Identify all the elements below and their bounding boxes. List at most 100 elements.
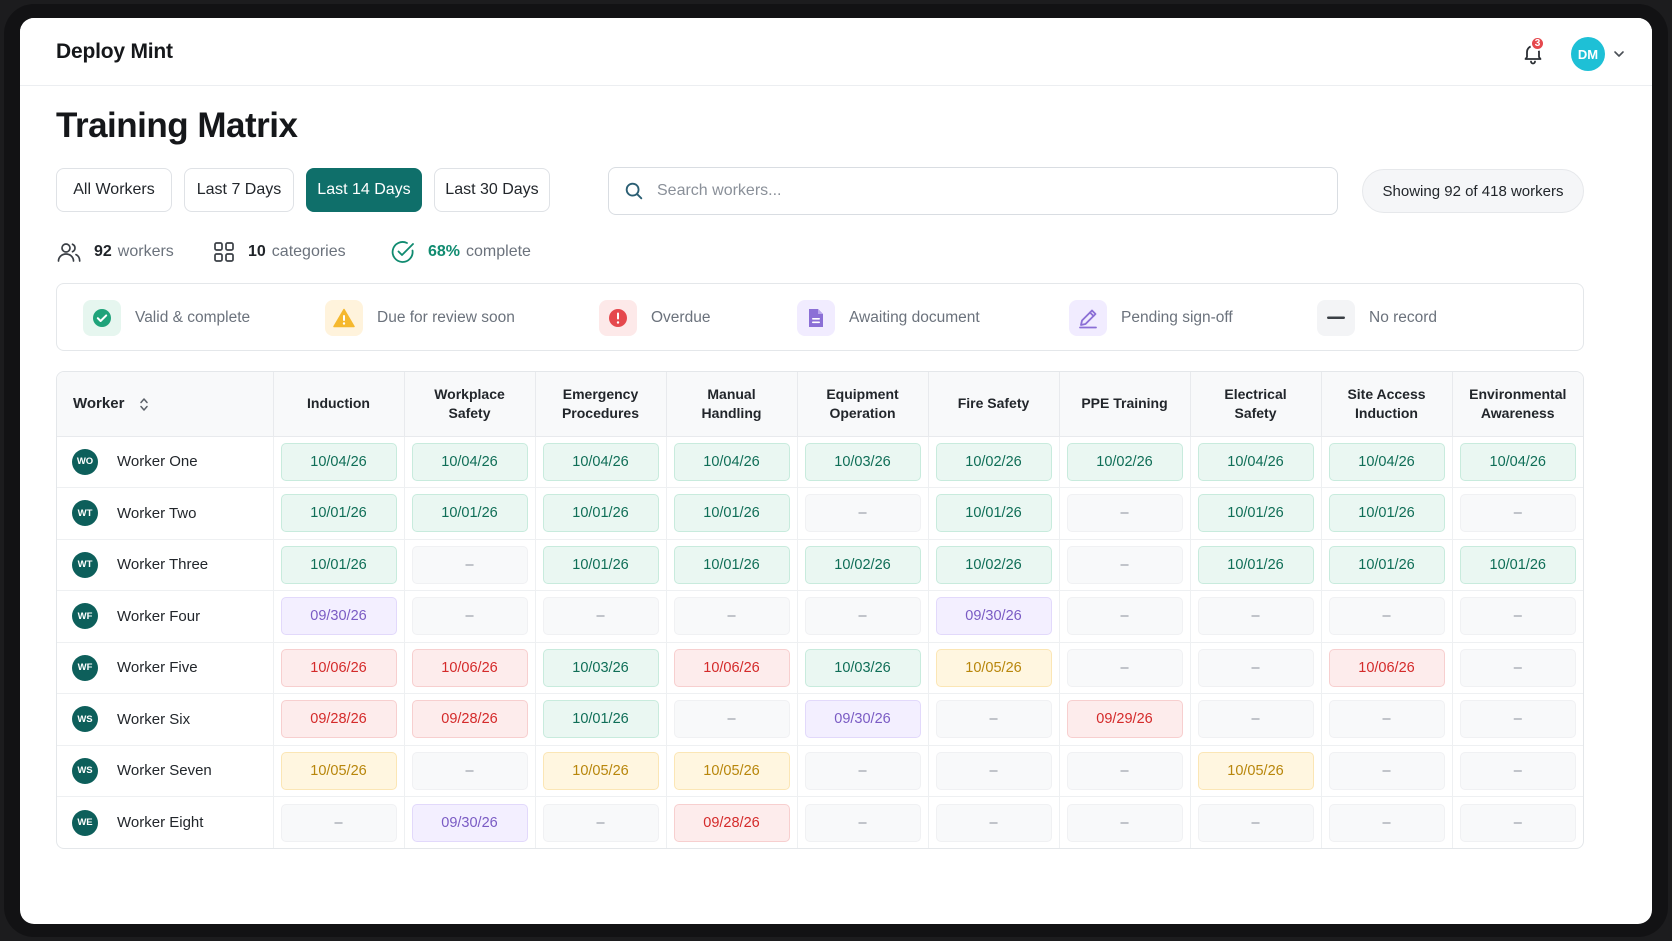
training-status-valid[interactable]: 10/04/26 — [280, 442, 397, 481]
training-status-none[interactable]: – — [1066, 545, 1183, 584]
training-status-review[interactable]: 10/05/26 — [1197, 751, 1314, 790]
training-status-none[interactable]: – — [1197, 700, 1314, 739]
training-status-valid[interactable]: 10/04/26 — [1328, 442, 1445, 481]
training-status-none[interactable]: – — [804, 494, 921, 533]
training-status-none[interactable]: – — [1459, 803, 1576, 842]
training-status-doc[interactable]: 09/30/26 — [411, 803, 528, 842]
column-header[interactable]: Manual Handling — [665, 372, 797, 437]
training-status-review[interactable]: 10/05/26 — [673, 751, 790, 790]
training-status-none[interactable]: – — [804, 803, 921, 842]
worker-column-header[interactable]: Worker — [57, 372, 273, 437]
training-status-none[interactable]: – — [411, 545, 528, 584]
training-status-overdue[interactable]: 09/28/26 — [673, 803, 790, 842]
training-status-none[interactable]: – — [542, 803, 659, 842]
column-header[interactable]: Workplace Safety — [403, 372, 535, 437]
training-status-valid[interactable]: 10/02/26 — [804, 545, 921, 584]
training-status-valid[interactable]: 10/01/26 — [542, 700, 659, 739]
training-status-valid[interactable]: 10/01/26 — [542, 494, 659, 533]
training-status-none[interactable]: – — [280, 803, 397, 842]
training-status-none[interactable]: – — [1066, 751, 1183, 790]
training-status-valid[interactable]: 10/01/26 — [280, 494, 397, 533]
column-header[interactable]: Site Access Induction — [1320, 372, 1452, 437]
column-header[interactable]: Electrical Safety — [1189, 372, 1321, 437]
training-status-overdue[interactable]: 09/28/26 — [411, 700, 528, 739]
training-status-valid[interactable]: 10/03/26 — [804, 648, 921, 687]
training-status-overdue[interactable]: 10/06/26 — [1328, 648, 1445, 687]
column-header[interactable]: Emergency Procedures — [534, 372, 666, 437]
filter-last-30-days[interactable]: Last 30 Days — [434, 168, 550, 212]
training-status-none[interactable]: – — [1459, 597, 1576, 636]
training-status-overdue[interactable]: 10/06/26 — [411, 648, 528, 687]
training-status-none[interactable]: – — [1328, 597, 1445, 636]
training-status-none[interactable]: – — [1459, 700, 1576, 739]
training-status-valid[interactable]: 10/03/26 — [804, 442, 921, 481]
training-status-none[interactable]: – — [673, 700, 790, 739]
training-status-review[interactable]: 10/05/26 — [280, 751, 397, 790]
training-status-valid[interactable]: 10/01/26 — [1328, 545, 1445, 584]
training-status-valid[interactable]: 10/01/26 — [1197, 494, 1314, 533]
training-status-doc[interactable]: 09/30/26 — [280, 597, 397, 636]
worker-cell[interactable]: WE Worker Eight — [57, 797, 273, 849]
training-status-review[interactable]: 10/05/26 — [542, 751, 659, 790]
training-status-overdue[interactable]: 09/28/26 — [280, 700, 397, 739]
brand-logo[interactable]: Deploy Mint — [56, 40, 173, 63]
training-status-none[interactable]: – — [1328, 751, 1445, 790]
training-status-valid[interactable]: 10/02/26 — [1066, 442, 1183, 481]
training-status-valid[interactable]: 10/02/26 — [935, 545, 1052, 584]
training-status-valid[interactable]: 10/04/26 — [411, 442, 528, 481]
training-status-none[interactable]: – — [1066, 494, 1183, 533]
training-status-none[interactable]: – — [542, 597, 659, 636]
training-status-valid[interactable]: 10/01/26 — [542, 545, 659, 584]
training-status-valid[interactable]: 10/01/26 — [673, 545, 790, 584]
training-status-valid[interactable]: 10/04/26 — [673, 442, 790, 481]
worker-cell[interactable]: WT Worker Three — [57, 539, 273, 591]
column-header[interactable]: Induction — [272, 372, 404, 437]
column-header[interactable]: PPE Training — [1058, 372, 1190, 437]
training-status-none[interactable]: – — [935, 803, 1052, 842]
training-status-overdue[interactable]: 09/29/26 — [1066, 700, 1183, 739]
column-header[interactable]: Fire Safety — [927, 372, 1059, 437]
filter-last-14-days[interactable]: Last 14 Days — [306, 168, 422, 212]
training-status-valid[interactable]: 10/04/26 — [1459, 442, 1576, 481]
training-status-doc[interactable]: 09/30/26 — [935, 597, 1052, 636]
worker-cell[interactable]: WS Worker Seven — [57, 745, 273, 797]
filter-all-workers[interactable]: All Workers — [56, 168, 172, 212]
training-status-valid[interactable]: 10/03/26 — [542, 648, 659, 687]
training-status-none[interactable]: – — [673, 597, 790, 636]
training-status-valid[interactable]: 10/01/26 — [673, 494, 790, 533]
training-status-overdue[interactable]: 10/06/26 — [673, 648, 790, 687]
training-status-none[interactable]: – — [1066, 803, 1183, 842]
training-status-none[interactable]: – — [1328, 803, 1445, 842]
column-header[interactable]: Equipment Operation — [796, 372, 928, 437]
training-status-none[interactable]: – — [1459, 648, 1576, 687]
training-status-review[interactable]: 10/05/26 — [935, 648, 1052, 687]
column-header[interactable]: Environmental Awareness — [1451, 372, 1583, 437]
worker-cell[interactable]: WS Worker Six — [57, 693, 273, 746]
worker-cell[interactable]: WO Worker One — [57, 436, 273, 488]
user-avatar[interactable]: DM — [1571, 37, 1605, 71]
sort-icon[interactable] — [139, 397, 149, 412]
filter-last-7-days[interactable]: Last 7 Days — [184, 168, 294, 212]
training-status-doc[interactable]: 09/30/26 — [804, 700, 921, 739]
training-status-none[interactable]: – — [1459, 751, 1576, 790]
training-status-none[interactable]: – — [1459, 494, 1576, 533]
training-status-none[interactable]: – — [1197, 597, 1314, 636]
training-status-valid[interactable]: 10/04/26 — [1197, 442, 1314, 481]
worker-cell[interactable]: WT Worker Two — [57, 487, 273, 540]
training-status-none[interactable]: – — [411, 597, 528, 636]
training-status-valid[interactable]: 10/04/26 — [542, 442, 659, 481]
training-status-none[interactable]: – — [1066, 648, 1183, 687]
training-status-valid[interactable]: 10/01/26 — [1197, 545, 1314, 584]
training-status-none[interactable]: – — [935, 751, 1052, 790]
training-status-none[interactable]: – — [411, 751, 528, 790]
worker-cell[interactable]: WF Worker Five — [57, 642, 273, 694]
training-status-valid[interactable]: 10/01/26 — [1459, 545, 1576, 584]
search-input[interactable] — [657, 182, 1297, 200]
training-status-valid[interactable]: 10/01/26 — [935, 494, 1052, 533]
chevron-down-icon[interactable] — [1612, 47, 1626, 61]
training-status-valid[interactable]: 10/01/26 — [1328, 494, 1445, 533]
training-status-none[interactable]: – — [1197, 803, 1314, 842]
training-status-valid[interactable]: 10/01/26 — [411, 494, 528, 533]
training-status-none[interactable]: – — [804, 597, 921, 636]
training-status-none[interactable]: – — [1328, 700, 1445, 739]
